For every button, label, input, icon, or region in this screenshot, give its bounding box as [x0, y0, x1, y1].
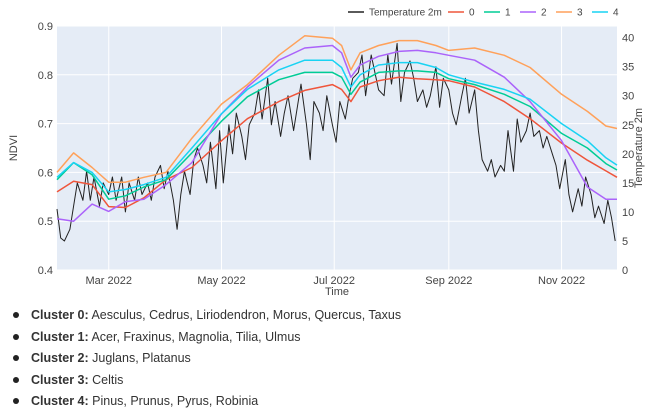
- series-line-cluster-4: [56, 59, 618, 193]
- plot-area: [57, 26, 617, 270]
- x-tick-label: May 2022: [197, 275, 245, 287]
- series-line-cluster-1: [56, 70, 618, 200]
- y-right-tick-label: 30: [622, 91, 634, 103]
- bullet-icon: [13, 312, 19, 318]
- cluster-item-2: Cluster 2: Juglans, Platanus: [0, 348, 650, 370]
- x-tick-label: Nov 2022: [538, 275, 585, 287]
- cluster-item-1: Cluster 1: Acer, Fraxinus, Magnolia, Til…: [0, 327, 650, 349]
- y-axis-right-title: Temperature 2m: [633, 108, 645, 188]
- y-right-tick-label: 10: [622, 207, 634, 219]
- y-left-tick-label: 0.7: [38, 119, 53, 131]
- legend-label: Temperature 2m: [369, 8, 442, 19]
- cluster-members: Acer, Fraxinus, Magnolia, Tilia, Ulmus: [88, 329, 301, 344]
- series-lines: [56, 35, 618, 242]
- x-axis-title: Time: [325, 286, 349, 298]
- y-left-tick-label: 0.4: [38, 265, 53, 277]
- axis-ticks: 0.4 0.5 0.6 0.7 0.8 0.9 0 5 10 15 20 25 30 35 40 Mar 20…: [38, 21, 635, 287]
- x-tick-label: Mar 2022: [86, 275, 132, 287]
- legend-label: 3: [577, 8, 583, 19]
- cluster-name: Cluster 0:: [31, 308, 89, 322]
- series-line-cluster-2: [56, 44, 617, 222]
- cluster-name: Cluster 4:: [31, 394, 89, 408]
- cluster-members: Celtis: [88, 372, 124, 387]
- y-right-tick-label: 20: [622, 149, 634, 161]
- y-right-tick-label: 15: [622, 178, 634, 190]
- legend-label: 2: [541, 8, 547, 19]
- y-right-tick-label: 0: [622, 265, 628, 277]
- bullet-icon: [13, 333, 19, 340]
- cluster-item-0: Cluster 0: Aesculus, Cedrus, Liriodendro…: [0, 305, 650, 327]
- bullet-icon: [13, 398, 19, 404]
- legend-label: 0: [469, 8, 475, 19]
- cluster-members: Aesculus, Cedrus, Liriodendron, Morus, Q…: [88, 308, 402, 322]
- series-line-cluster-3: [56, 35, 618, 183]
- y-right-tick-label: 40: [622, 33, 634, 45]
- legend: Temperature 2m 0 1 2 3 4: [348, 8, 619, 19]
- y-left-tick-label: 0.8: [38, 70, 53, 82]
- cluster-members: Pinus, Prunus, Pyrus, Robinia: [88, 394, 259, 408]
- cluster-item-3: Cluster 3: Celtis: [0, 370, 650, 392]
- series-line-cluster-0: [56, 76, 618, 209]
- bullet-icon: [13, 376, 19, 383]
- cluster-name: Cluster 1:: [31, 329, 89, 344]
- legend-label: 1: [505, 8, 511, 19]
- cluster-name: Cluster 2:: [31, 351, 89, 365]
- cluster-members: Juglans, Platanus: [88, 351, 191, 365]
- x-tick-label: Sep 2022: [425, 275, 472, 287]
- y-right-tick-label: 35: [622, 62, 634, 74]
- cluster-list: Cluster 0: Aesculus, Cedrus, Liriodendro…: [0, 305, 650, 413]
- cluster-name: Cluster 3:: [31, 372, 89, 387]
- y-left-tick-label: 0.9: [38, 21, 53, 33]
- y-right-tick-label: 5: [622, 236, 628, 248]
- y-axis-left-title: NDVI: [8, 135, 20, 161]
- y-left-tick-label: 0.6: [38, 167, 53, 179]
- y-left-tick-label: 0.5: [38, 216, 53, 228]
- cluster-item-4: Cluster 4: Pinus, Prunus, Pyrus, Robinia: [0, 391, 650, 413]
- bullet-icon: [13, 355, 19, 361]
- y-right-tick-label: 25: [622, 120, 634, 132]
- legend-label: 4: [613, 8, 619, 19]
- x-tick-label: Jul 2022: [313, 275, 355, 287]
